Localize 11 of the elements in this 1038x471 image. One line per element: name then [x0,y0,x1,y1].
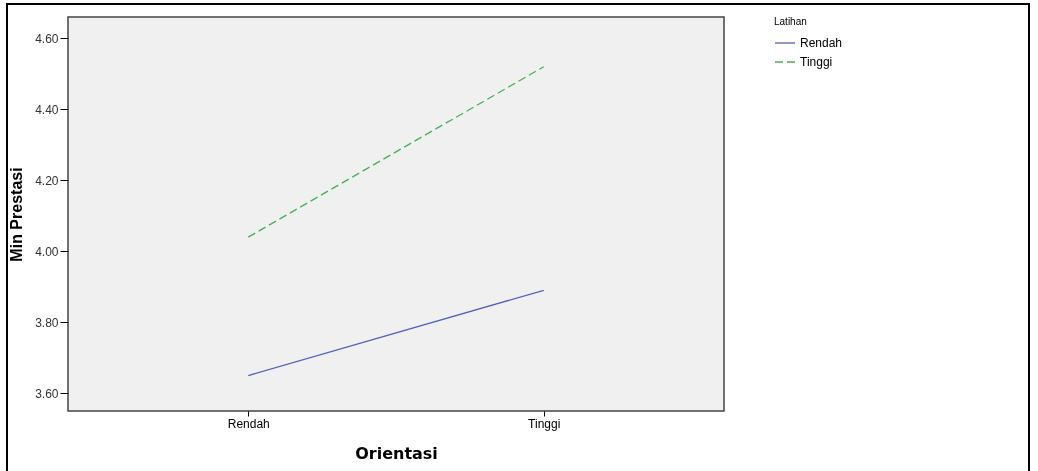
y-tick-label: 4.00 [35,244,59,259]
x-axis-title: Orientasi [355,443,438,463]
y-axis-title: Min Prestasi [8,167,26,262]
legend-label: Rendah [800,36,843,50]
y-tick-label: 4.60 [35,31,59,46]
y-tick-label: 4.20 [35,173,59,188]
legend-label: Tinggi [800,55,833,69]
legend-title: Latihan [774,16,807,27]
y-tick-label: 3.60 [35,386,59,401]
y-tick-label: 4.40 [35,102,59,117]
y-tick-label: 3.80 [35,315,59,330]
